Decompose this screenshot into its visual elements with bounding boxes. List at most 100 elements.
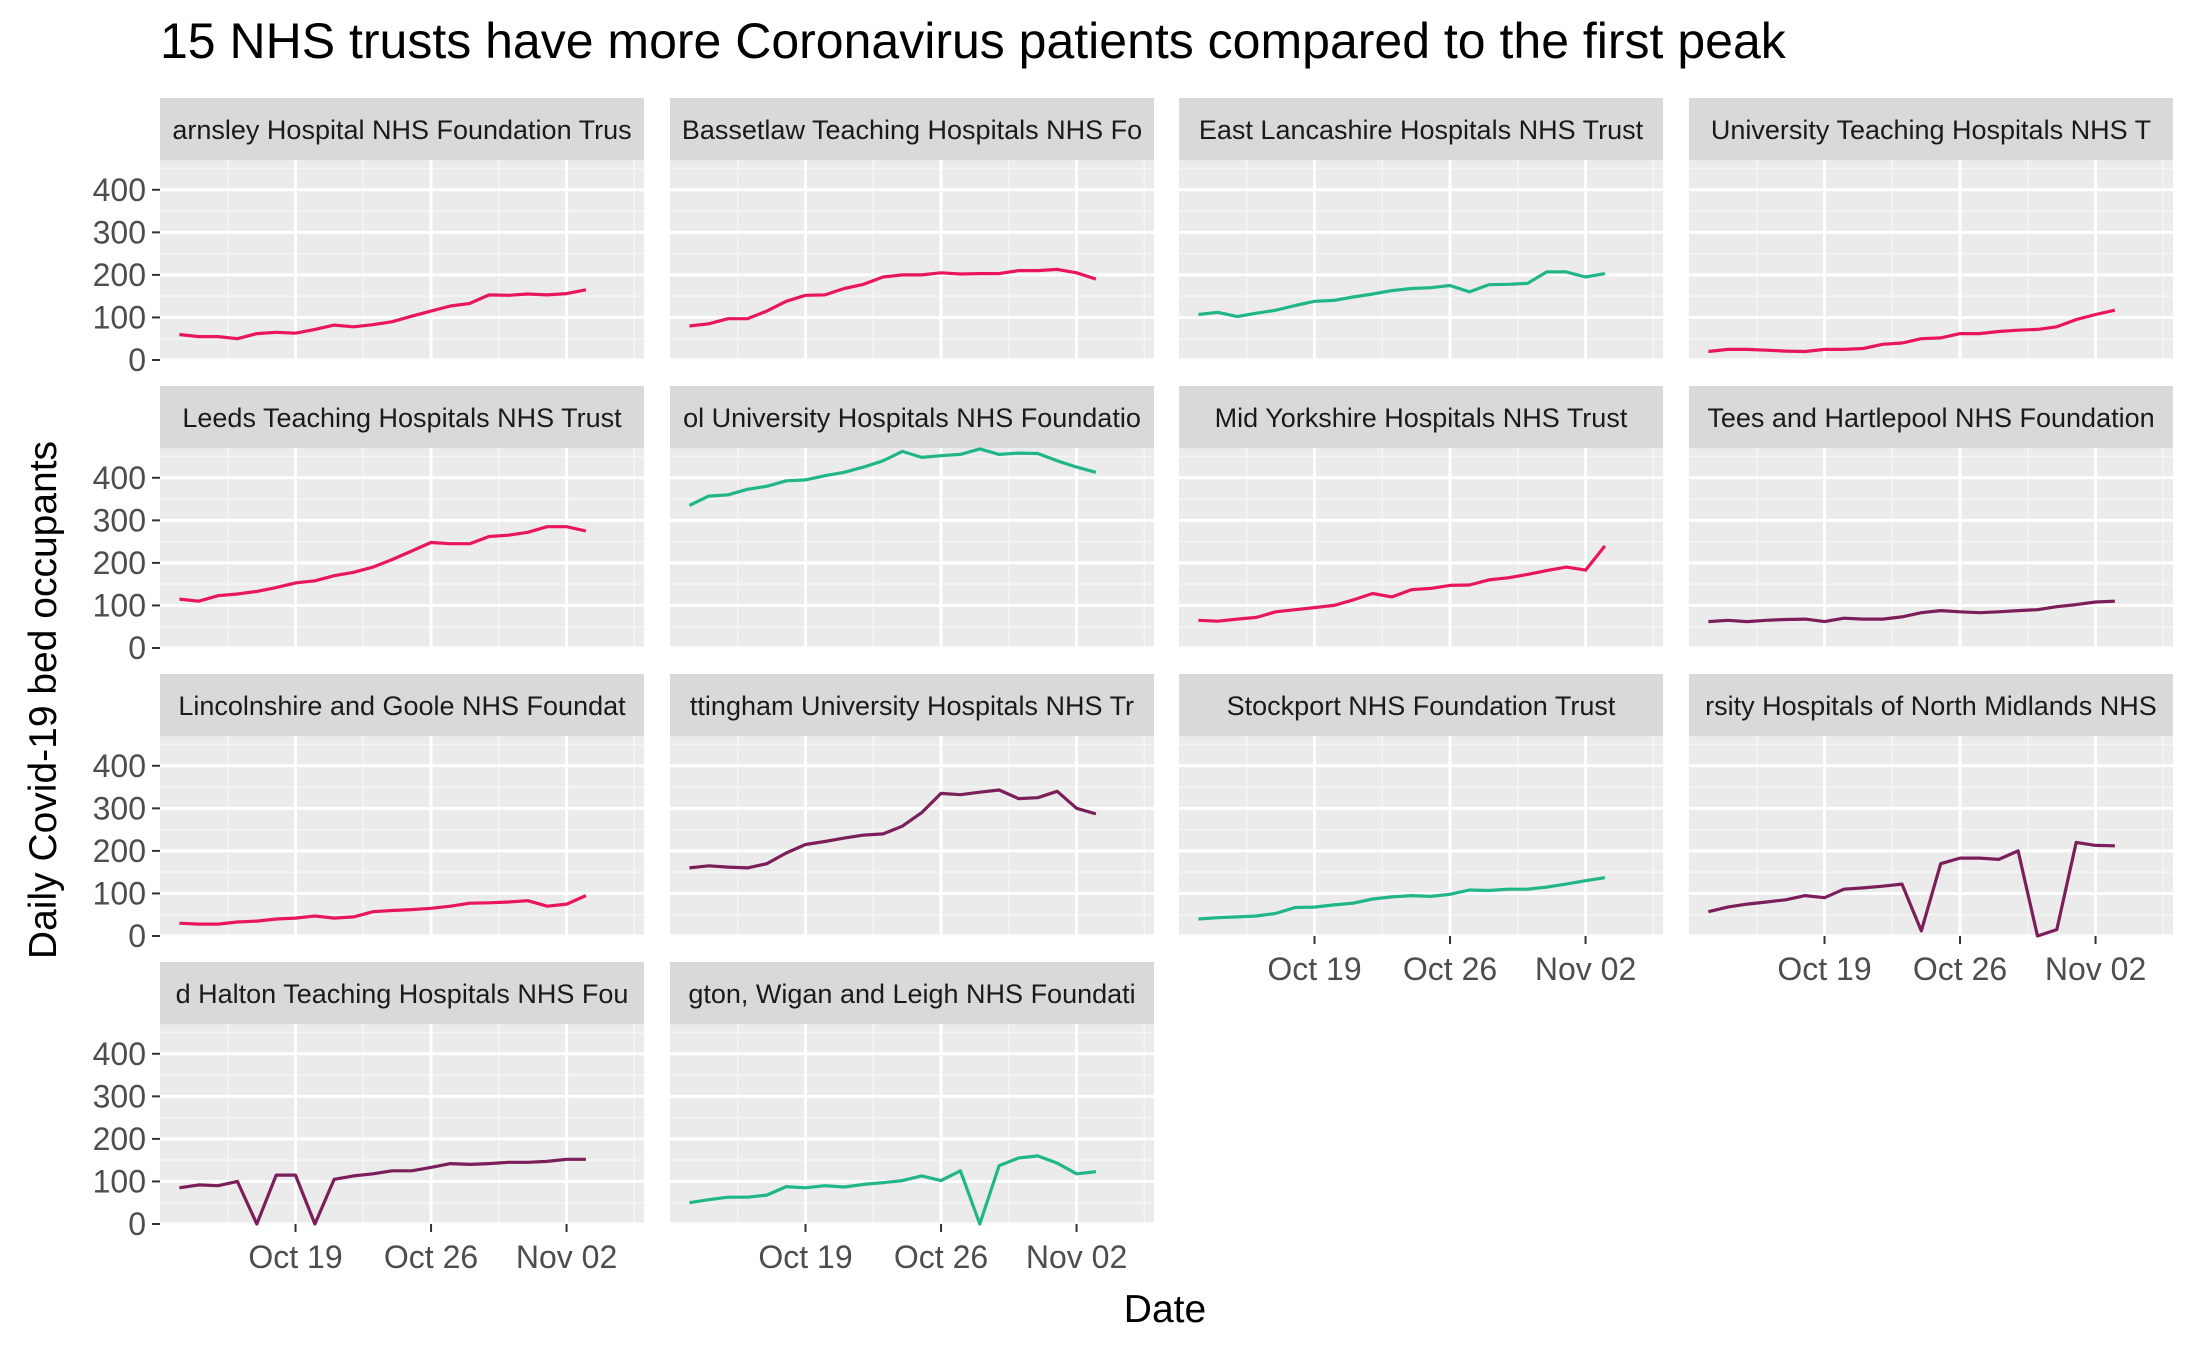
y-tick-label: 400	[93, 1036, 146, 1072]
y-tick-label: 0	[128, 630, 146, 666]
y-tick-label: 100	[93, 587, 146, 623]
x-tick-label: Nov 02	[2045, 951, 2146, 987]
chart-title: 15 NHS trusts have more Coronavirus pati…	[160, 13, 1787, 69]
y-tick-label: 0	[128, 1206, 146, 1242]
plot-background	[1689, 448, 2173, 648]
x-axis-title: Date	[1124, 1288, 1206, 1331]
x-tick-label: Oct 26	[1913, 951, 2007, 987]
facet-panel: rsity Hospitals of North Midlands NHS Oct…	[1689, 674, 2173, 987]
y-tick-label: 200	[93, 833, 146, 869]
facet-panel: gton, Wigan and Leigh NHS Foundati Oct 19…	[670, 962, 1154, 1275]
facet-strip	[1179, 98, 1663, 160]
facet-strip	[160, 962, 644, 1024]
series-line	[1198, 270, 1606, 319]
y-tick-label: 400	[93, 748, 146, 784]
series-line	[179, 525, 587, 603]
facet-strip	[1179, 674, 1663, 736]
y-tick-label: 100	[93, 875, 146, 911]
x-tick-label: Nov 02	[516, 1239, 617, 1275]
facet-strip-label: gton, Wigan and Leigh NHS Foundati	[688, 979, 1135, 1009]
plot-background	[1689, 160, 2173, 360]
facet-panel: arnsley Hospital NHS Foundation Trus 0 100…	[93, 98, 644, 378]
x-tick-label: Oct 19	[248, 1239, 342, 1275]
facet-panel: Stockport NHS Foundation Trust Oct 19 Oct …	[1179, 674, 1663, 987]
y-tick-label: 300	[93, 790, 146, 826]
series-line	[1708, 308, 2116, 354]
y-tick-label: 100	[93, 1163, 146, 1199]
facet-panels: arnsley Hospital NHS Foundation Trus 0 100…	[93, 98, 2173, 1275]
y-tick-label: 300	[93, 1078, 146, 1114]
facet-strip	[160, 674, 644, 736]
y-axis-title: Daily Covid-19 bed occupants	[22, 441, 65, 959]
facet-strip	[1179, 386, 1663, 448]
facet-strip	[1689, 98, 2173, 160]
facet-panel: ol University Hospitals NHS Foundatio	[670, 386, 1154, 650]
x-tick-label: Oct 19	[1777, 951, 1871, 987]
y-tick-label: 400	[93, 172, 146, 208]
facet-strip	[670, 674, 1154, 736]
facet-panel: d Halton Teaching Hospitals NHS Fou 0 100 2…	[93, 962, 644, 1275]
series-line	[1198, 876, 1606, 921]
x-tick-label: Oct 26	[1403, 951, 1497, 987]
facet-strip-label: Stockport NHS Foundation Trust	[1227, 691, 1616, 721]
series-line	[688, 447, 1097, 507]
plot-background	[670, 160, 1154, 360]
y-tick-label: 200	[93, 257, 146, 293]
x-tick-label: Oct 19	[1267, 951, 1361, 987]
y-tick-label: 100	[93, 299, 146, 335]
facet-strip-label: Lincolnshire and Goole NHS Foundat	[178, 691, 626, 721]
series-line	[1708, 840, 2115, 938]
x-tick-label: Oct 26	[894, 1239, 988, 1275]
facet-strip-label: Leeds Teaching Hospitals NHS Trust	[182, 403, 622, 433]
series-line	[689, 788, 1097, 870]
facet-strip-label: Mid Yorkshire Hospitals NHS Trust	[1215, 403, 1628, 433]
facet-strip-label: Tees and Hartlepool NHS Foundation	[1707, 403, 2154, 433]
y-tick-label: 0	[128, 342, 146, 378]
facet-strip-label: East Lancashire Hospitals NHS Trust	[1199, 115, 1644, 145]
series-line	[1198, 544, 1607, 623]
x-tick-label: Oct 19	[758, 1239, 852, 1275]
facet-panel: Lincolnshire and Goole NHS Foundat 0 100 20…	[93, 674, 644, 954]
facet-strip-label: University Teaching Hospitals NHS T	[1711, 115, 2151, 145]
series-line	[689, 1154, 1097, 1226]
facet-strip-label: ol University Hospitals NHS Foundatio	[683, 403, 1141, 433]
facet-strip	[670, 98, 1154, 160]
facet-strip	[1689, 674, 2173, 736]
plot-background	[670, 736, 1154, 936]
plot-background	[1179, 448, 1663, 648]
series-line	[179, 894, 587, 926]
x-tick-label: Nov 02	[1026, 1239, 1127, 1275]
plot-background	[1179, 736, 1663, 936]
facet-panel: East Lancashire Hospitals NHS Trust	[1179, 98, 1663, 362]
series-line	[179, 1157, 586, 1226]
facet-strip-label: Bassetlaw Teaching Hospitals NHS Fo	[682, 115, 1142, 145]
facet-strip-label: ttingham University Hospitals NHS Tr	[690, 691, 1134, 721]
facet-panel: Leeds Teaching Hospitals NHS Trust 0 100 20…	[93, 386, 644, 666]
facet-panel: ttingham University Hospitals NHS Tr	[670, 674, 1154, 938]
plot-background	[160, 736, 644, 936]
facet-strip	[670, 386, 1154, 448]
plot-background	[670, 448, 1154, 648]
facet-strip-label: rsity Hospitals of North Midlands NHS	[1705, 691, 2157, 721]
y-tick-label: 300	[93, 214, 146, 250]
plot-background	[670, 1024, 1154, 1224]
plot-background	[160, 448, 644, 648]
y-tick-label: 200	[93, 545, 146, 581]
y-tick-label: 0	[128, 918, 146, 954]
facet-panel: University Teaching Hospitals NHS T	[1689, 98, 2173, 362]
y-tick-label: 200	[93, 1121, 146, 1157]
y-tick-label: 400	[93, 460, 146, 496]
plot-background	[1179, 160, 1663, 360]
facet-strip	[670, 962, 1154, 1024]
plot-background	[160, 160, 644, 360]
facet-panel: Bassetlaw Teaching Hospitals NHS Fo	[670, 98, 1154, 362]
series-line	[179, 288, 587, 341]
facet-strip-label: arnsley Hospital NHS Foundation Trus	[172, 115, 631, 145]
facet-panel: Tees and Hartlepool NHS Foundation	[1689, 386, 2173, 650]
x-tick-label: Oct 26	[384, 1239, 478, 1275]
y-tick-label: 300	[93, 502, 146, 538]
series-line	[689, 267, 1097, 328]
facet-strip	[1689, 386, 2173, 448]
series-line	[1708, 599, 2115, 624]
